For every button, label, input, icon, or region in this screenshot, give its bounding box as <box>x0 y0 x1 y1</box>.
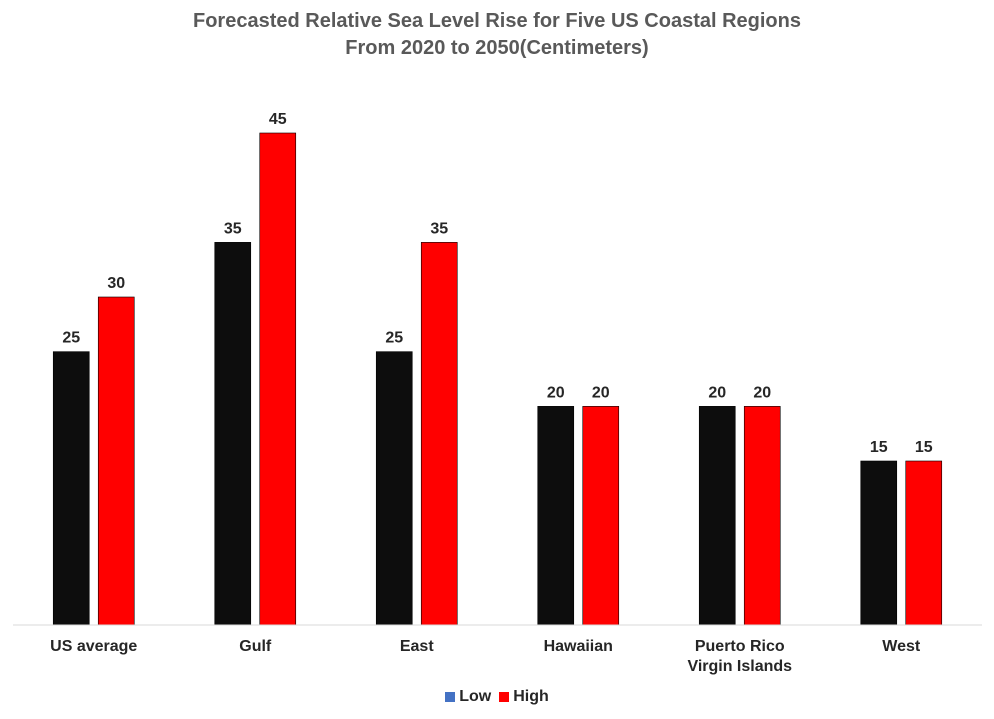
x-tick-label-us-average: US average <box>50 638 137 655</box>
bar-low-puerto-rico-virgin-islands[interactable] <box>698 406 736 626</box>
bar-low-east[interactable] <box>375 351 413 626</box>
bar-high-puerto-rico-virgin-islands[interactable] <box>743 406 781 626</box>
legend-swatch-high <box>499 692 510 702</box>
x-tick-label-east: East <box>400 638 434 655</box>
data-label-high-hawaiian: 20 <box>592 384 610 401</box>
legend: Low High <box>0 688 994 706</box>
bar-low-west[interactable] <box>860 460 898 626</box>
data-label-high-us-average: 30 <box>107 275 125 292</box>
data-label-low-us-average: 25 <box>62 330 80 347</box>
legend-label-high: High <box>513 688 549 705</box>
bar-low-gulf[interactable] <box>214 242 252 626</box>
bar-low-us-average[interactable] <box>52 351 90 626</box>
data-label-low-puerto-rico-virgin-islands: 20 <box>708 384 726 401</box>
x-tick-label-hawaiian: Hawaiian <box>544 638 613 655</box>
legend-item-low[interactable]: Low <box>445 688 491 706</box>
x-tick-label-gulf: Gulf <box>239 638 272 655</box>
data-label-low-gulf: 35 <box>224 220 242 237</box>
bar-high-east[interactable] <box>420 242 458 626</box>
legend-item-high[interactable]: High <box>499 688 549 706</box>
bars-group <box>52 132 943 626</box>
data-label-high-west: 15 <box>915 439 933 456</box>
x-tick-labels-group: US average Gulf East Hawaiian Puerto Rico Vir… <box>50 638 921 675</box>
data-labels-group: 25 30 35 45 25 35 20 20 20 20 15 15 <box>62 111 932 456</box>
chart-title-line1: Forecasted Relative Sea Level Rise for F… <box>192 10 801 32</box>
x-tick-label-puerto-rico-virgin-islands: Puerto Rico Virgin Islands <box>687 638 792 675</box>
data-label-low-west: 15 <box>870 439 888 456</box>
bar-high-hawaiian[interactable] <box>582 406 620 626</box>
data-label-low-east: 25 <box>385 330 403 347</box>
data-label-high-gulf: 45 <box>269 111 287 128</box>
bar-high-us-average[interactable] <box>97 296 135 626</box>
bar-high-gulf[interactable] <box>259 132 297 626</box>
bar-low-hawaiian[interactable] <box>537 406 575 626</box>
data-label-high-east: 35 <box>430 220 448 237</box>
chart-title: Forecasted Relative Sea Level Rise for F… <box>0 8 994 62</box>
chart-title-line2: From 2020 to 2050(Centimeters) <box>345 37 649 59</box>
x-tick-label-west: West <box>882 638 921 655</box>
bar-high-west[interactable] <box>905 460 943 626</box>
legend-label-low: Low <box>459 688 492 705</box>
legend-swatch-low <box>445 692 456 702</box>
data-label-high-puerto-rico-virgin-islands: 20 <box>753 384 771 401</box>
data-label-low-hawaiian: 20 <box>547 384 565 401</box>
